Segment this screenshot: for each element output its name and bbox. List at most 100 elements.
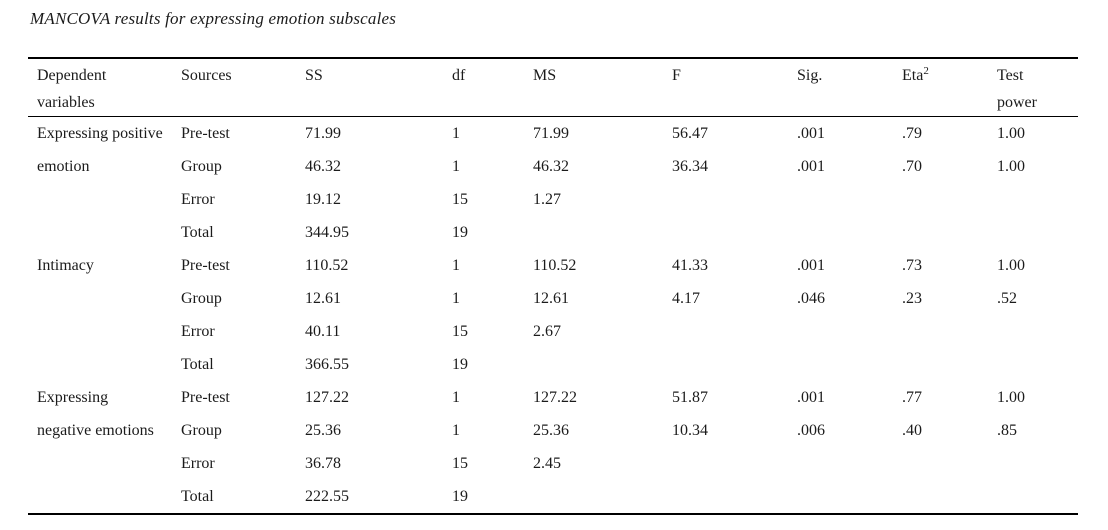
cell-source: Pre-test [181,257,230,274]
cell-eta2: .23 [902,290,922,307]
table-row: Total 366.55 19 [28,348,1078,381]
variable-line: Expressing [37,389,109,406]
cell-source: Group [181,290,222,307]
cell-power [997,216,1078,249]
col-header-ms: MS [533,67,557,84]
cell-power: .52 [997,290,1017,307]
header-row: Dependent variables Sources SS df MS F S… [28,58,1078,117]
dependent-variable-label: Intimacy [28,249,181,381]
col-header-dependent-variables: Dependent variables [28,58,181,117]
cell-sig: .001 [797,158,825,175]
cell-eta2 [902,480,997,514]
cell-source: Error [181,455,215,472]
cell-df: 1 [452,422,460,439]
cell-f: 36.34 [672,158,708,175]
cell-eta2 [902,315,997,348]
cell-ss: 344.95 [305,224,349,241]
cell-eta2 [902,447,997,480]
cell-df: 1 [452,389,460,406]
cell-df: 15 [452,191,468,208]
cell-power [997,348,1078,381]
col-header-test-power: Test power [997,58,1078,117]
cell-ss: 12.61 [305,290,341,307]
table-row: Expressing positive emotion Pre-test 71.… [28,117,1078,175]
table-row: Group 25.36 1 25.36 10.34 .006 .40 .85 [28,414,1078,447]
cell-source: Total [181,356,214,373]
cell-ms: 2.45 [533,455,561,472]
cell-df: 19 [452,356,468,373]
cell-ms: 25.36 [533,422,569,439]
cell-f: 56.47 [672,125,708,142]
cell-power: 1.00 [997,125,1025,142]
cell-ss: 40.11 [305,323,341,340]
cell-source: Group [181,422,222,439]
table-body: Expressing positive emotion Pre-test 71.… [28,117,1078,515]
cell-source: Pre-test [181,125,230,142]
col-header-sig: Sig. [797,67,823,84]
cell-ms [533,348,672,381]
dependent-variable-label: Expressing positive emotion [28,117,181,250]
cell-ss: 36.78 [305,455,341,472]
cell-eta2: .77 [902,389,922,406]
cell-df: 15 [452,323,468,340]
cell-df: 1 [452,290,460,307]
cell-source: Error [181,323,215,340]
dependent-variable-label: Expressing negative emotions [28,381,181,514]
mancova-results-table: Dependent variables Sources SS df MS F S… [28,57,1078,515]
header-line: power [997,94,1037,111]
cell-power: 1.00 [997,257,1025,274]
cell-sig: .001 [797,125,825,142]
cell-f: 41.33 [672,257,708,274]
cell-sig [797,348,902,381]
cell-source: Pre-test [181,389,230,406]
cell-eta2 [902,183,997,216]
header-line: variables [37,94,95,111]
cell-ss: 366.55 [305,356,349,373]
cell-sig [797,216,902,249]
cell-f [672,447,797,480]
cell-ms: 12.61 [533,290,569,307]
cell-sig: .001 [797,389,825,406]
variable-line: emotion [37,158,90,175]
cell-df: 19 [452,224,468,241]
cell-power [997,447,1078,480]
cell-ss: 127.22 [305,389,349,406]
cell-sig [797,447,902,480]
cell-df: 15 [452,455,468,472]
cell-f: 51.87 [672,389,708,406]
table-row: Total 344.95 19 [28,216,1078,249]
cell-eta2: .40 [902,422,922,439]
table-row: Group 46.32 1 46.32 36.34 .001 .70 1.00 [28,150,1078,183]
cell-f [672,348,797,381]
col-header-sources: Sources [181,67,232,84]
eta-base: Eta [902,67,924,84]
table-header: Dependent variables Sources SS df MS F S… [28,58,1078,117]
variable-line: Expressing positive [37,125,163,142]
cell-source: Error [181,191,215,208]
variable-line: Intimacy [37,257,94,274]
cell-power [997,183,1078,216]
table-row: Total 222.55 19 [28,480,1078,514]
col-header-df: df [452,67,466,84]
cell-ms [533,480,672,514]
cell-eta2 [902,216,997,249]
cell-eta2: .73 [902,257,922,274]
cell-eta2: .79 [902,125,922,142]
col-header-ss: SS [305,67,323,84]
cell-f [672,315,797,348]
table-row: Intimacy Pre-test 110.52 1 110.52 41.33 … [28,249,1078,282]
table-caption: MANCOVA results for expressing emotion s… [30,9,397,28]
cell-ms: 2.67 [533,323,561,340]
cell-df: 1 [452,158,460,175]
cell-ss: 110.52 [305,257,349,274]
header-line: Dependent [37,67,107,84]
cell-sig: .001 [797,257,825,274]
table-row: Error 36.78 15 2.45 [28,447,1078,480]
cell-power [997,480,1078,514]
cell-ss: 25.36 [305,422,341,439]
cell-ms: 71.99 [533,125,569,142]
table-row: Group 12.61 1 12.61 4.17 .046 .23 .52 [28,282,1078,315]
cell-f [672,480,797,514]
variable-line: negative emotions [37,422,154,439]
